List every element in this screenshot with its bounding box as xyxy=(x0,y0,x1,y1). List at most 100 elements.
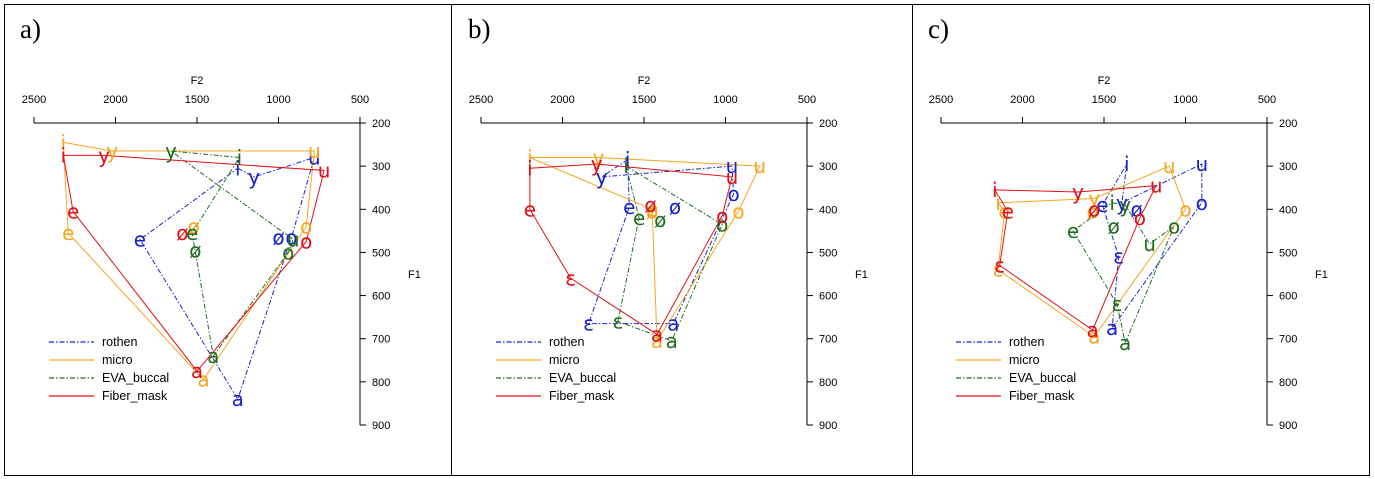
vowel-micro: ɛ xyxy=(993,258,1004,282)
vowel-rothen: u xyxy=(308,146,321,170)
vowel-micro: i xyxy=(61,130,67,154)
f2-tick-label: 1500 xyxy=(632,94,656,106)
vowel-rothen: y xyxy=(596,165,608,189)
f1-tick-label: 900 xyxy=(1279,420,1297,432)
legend-label: Fiber_mask xyxy=(1009,389,1075,403)
vowel-chart-c: 2500 2000 1500 1000 500 F2 200 300 400 500 600 700 8… xyxy=(929,75,1328,432)
vowel-fiber-mask: u xyxy=(726,165,739,189)
f2-tick-label: 500 xyxy=(1258,94,1276,106)
vowel-rothen: ɛ xyxy=(583,312,594,336)
f1-tick-label: 300 xyxy=(372,161,390,173)
vowel-eva-buccal: ɛ xyxy=(613,309,624,333)
vowel-rothen: ø xyxy=(669,195,681,219)
f2-axis-title: F2 xyxy=(1098,75,1111,87)
series-outline-micro xyxy=(529,157,761,343)
vowel-micro: a xyxy=(651,329,663,353)
legend-label: EVA_buccal xyxy=(549,371,616,385)
vowel-micro: u xyxy=(308,139,321,163)
f2-tick-label: 2500 xyxy=(469,94,493,106)
f2-tick-label: 1500 xyxy=(1092,94,1116,106)
vowel-fiber-mask: a xyxy=(651,322,663,346)
vowel-rothen: o xyxy=(728,182,740,206)
vowel-fiber-mask: u xyxy=(318,158,331,182)
series-outline-rothen xyxy=(139,156,316,401)
f2-tick-label: 1500 xyxy=(185,94,209,106)
vowel-eva-buccal: o xyxy=(282,240,294,264)
vowel-eva-buccal: ø xyxy=(654,208,666,232)
f2-tick-label: 1000 xyxy=(266,94,290,106)
f2-tick-label: 1000 xyxy=(1173,94,1197,106)
vowel-eva-buccal: i xyxy=(623,154,629,178)
vowel-micro: y xyxy=(106,139,118,163)
series-outline-eva-buccal xyxy=(169,150,294,358)
f1-axis-title: F1 xyxy=(1315,269,1328,281)
panel-label-a: a) xyxy=(20,14,41,44)
vowel-micro: u xyxy=(753,154,766,178)
vowel-micro: o xyxy=(732,199,744,223)
vowel-micro: a xyxy=(197,368,209,392)
f2-axis-title: F2 xyxy=(191,75,204,87)
f1-tick-label: 700 xyxy=(1279,334,1297,346)
vowel-micro: y xyxy=(592,146,604,170)
series-outline-micro xyxy=(997,165,1187,338)
series-outline-rothen xyxy=(587,159,735,325)
f1-axis-title: F1 xyxy=(855,269,868,281)
vowel-fiber-mask: y xyxy=(591,152,603,176)
vowel-fiber-mask: a xyxy=(191,359,203,383)
vowel-fiber-mask: ɛ xyxy=(994,253,1005,277)
legend-label: micro xyxy=(549,353,580,367)
f1-tick-label: 400 xyxy=(819,204,837,216)
f1-tick-label: 600 xyxy=(1279,291,1297,303)
vowel-rothen: ø xyxy=(1130,197,1142,221)
vowel-micro: e xyxy=(62,221,74,245)
f1-tick-label: 300 xyxy=(819,161,837,173)
vowel-fiber-mask: e xyxy=(67,199,79,223)
f1-tick-label: 700 xyxy=(819,334,837,346)
vowel-micro: u xyxy=(1163,154,1176,178)
legend-label: EVA_buccal xyxy=(1009,371,1076,385)
panel-divider-2 xyxy=(912,4,913,476)
f1-tick-label: 500 xyxy=(819,247,837,259)
f1-tick-label: 400 xyxy=(372,204,390,216)
f1-tick-label: 500 xyxy=(372,247,390,259)
vowel-eva-buccal: ø xyxy=(1108,215,1120,239)
vowel-fiber-mask: i xyxy=(527,156,533,180)
vowel-rothen: a xyxy=(667,312,679,336)
f1-tick-label: 800 xyxy=(1279,377,1297,389)
vowel-eva-buccal: i xyxy=(1109,191,1115,215)
vowel-eva-buccal: a xyxy=(666,329,678,353)
f1-tick-label: 900 xyxy=(372,420,390,432)
vowel-rothen: ɛ xyxy=(1113,245,1124,269)
f1-tick-label: 600 xyxy=(372,291,390,303)
vowel-eva-buccal: o xyxy=(1168,215,1180,239)
vowel-eva-buccal: e xyxy=(1067,219,1079,243)
vowel-fiber-mask: ɛ xyxy=(565,266,576,290)
f2-tick-label: 500 xyxy=(351,94,369,106)
f2-tick-label: 2000 xyxy=(103,94,127,106)
f1-axis-title: F1 xyxy=(408,269,421,281)
vowel-eva-buccal: i xyxy=(237,146,243,170)
vowel-fiber-mask: o xyxy=(1134,206,1146,230)
series-outline-eva-buccal xyxy=(1072,202,1176,345)
f2-tick-label: 2500 xyxy=(22,94,46,106)
f1-tick-label: 800 xyxy=(819,377,837,389)
legend-label: rothen xyxy=(549,335,584,349)
vowel-eva-buccal: e xyxy=(633,206,645,230)
vowel-micro: y xyxy=(1088,187,1100,211)
vowel-micro: i xyxy=(527,146,533,170)
vowel-fiber-mask: i xyxy=(61,143,67,167)
f1-tick-label: 500 xyxy=(1279,247,1297,259)
vowel-rothen: u xyxy=(726,154,739,178)
f1-tick-label: 300 xyxy=(1279,161,1297,173)
series-outline-micro xyxy=(62,141,315,381)
vowel-eva-buccal: y xyxy=(165,139,177,163)
vowel-micro: ø xyxy=(1086,199,1098,223)
series-outline-fiber-mask xyxy=(529,163,733,336)
vowel-fiber-mask: ø xyxy=(1088,197,1100,221)
vowel-micro: i xyxy=(995,191,1001,215)
vowel-rothen: a xyxy=(232,387,244,411)
vowel-rothen: i xyxy=(625,148,631,172)
vowel-rothen: ø xyxy=(272,225,284,249)
vowel-micro: ø xyxy=(188,215,200,239)
vowel-chart-a: 2500 2000 1500 1000 500 F2 200 300 400 500 600 700 8… xyxy=(22,75,421,432)
